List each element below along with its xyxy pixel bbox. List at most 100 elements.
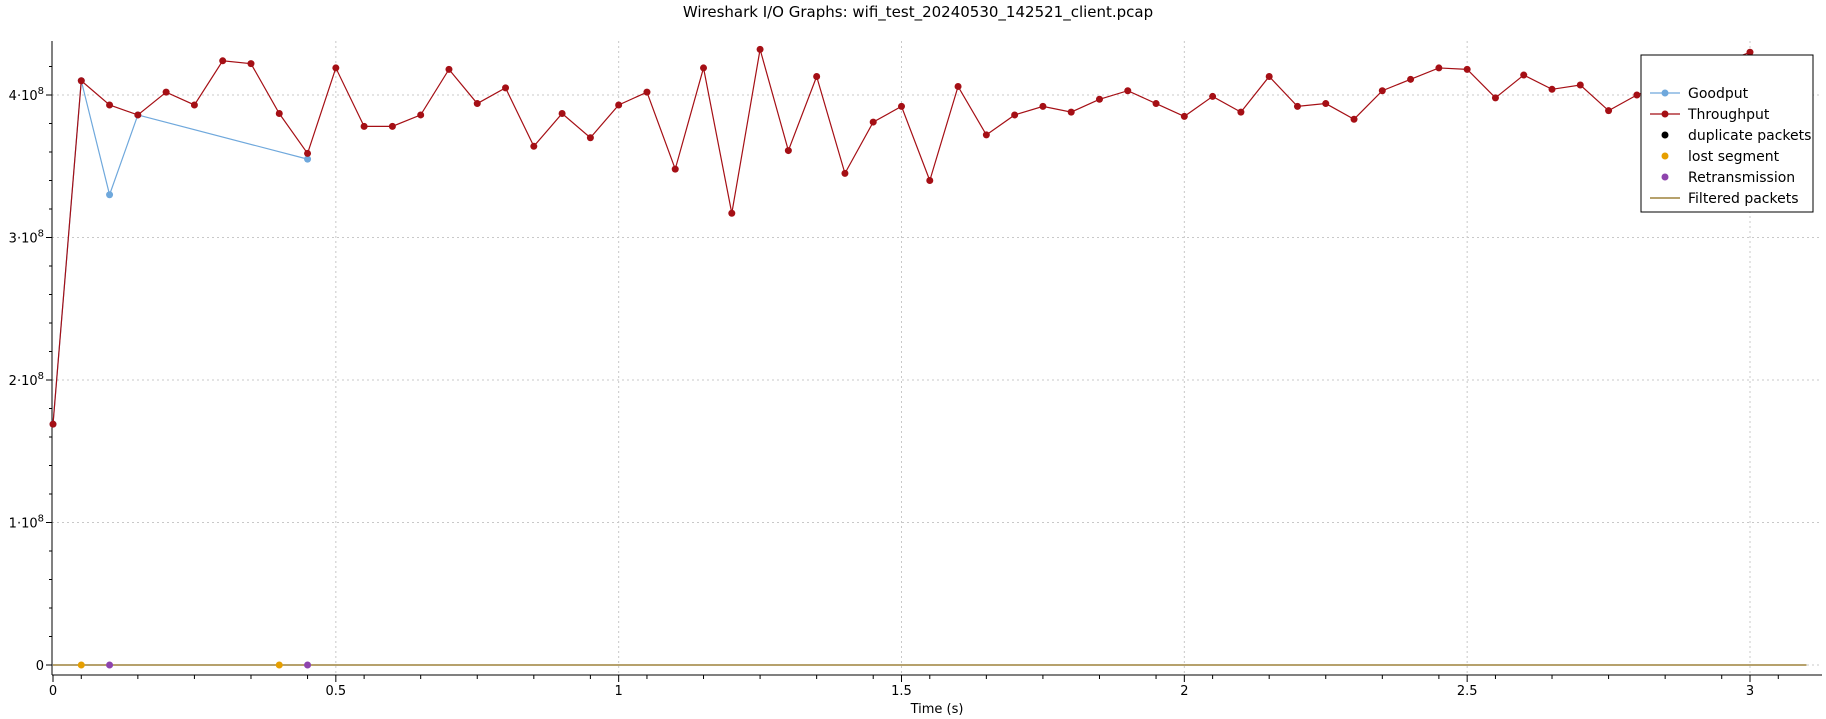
x-tick-label: 0 (49, 684, 57, 699)
x-axis-label: Time (s) (910, 702, 964, 717)
y-tick-label: 0 (36, 659, 44, 674)
throughput-point (388, 122, 396, 130)
throughput-point (502, 84, 510, 92)
lost-segment-point (275, 661, 283, 669)
throughput-point (332, 64, 340, 72)
legend: Goodput Throughput duplicate packets lost s… (1640, 54, 1814, 213)
throughput-point (1124, 87, 1132, 95)
throughput-point (954, 82, 962, 90)
throughput-point (473, 100, 481, 108)
legend-filtered-packets-label: Filtered packets (1688, 191, 1798, 207)
throughput-point (926, 177, 934, 184)
throughput-point (1067, 108, 1075, 116)
throughput-point (1265, 72, 1273, 80)
x-tick-label: 1.5 (891, 684, 912, 699)
throughput-point (841, 169, 849, 177)
throughput-point (360, 122, 368, 130)
x-tick-label: 0.5 (325, 684, 346, 699)
throughput-point (1237, 108, 1245, 116)
y-tick-exponent: 8 (38, 371, 44, 382)
y-tick-base: 2·10 (9, 374, 38, 389)
throughput-point (1180, 112, 1188, 120)
throughput-point (530, 142, 538, 150)
throughput-point (1605, 107, 1613, 115)
throughput-point (1407, 75, 1415, 83)
legend-box (1640, 54, 1814, 213)
throughput-point (813, 72, 821, 80)
throughput-point (728, 209, 736, 217)
legend-throughput-marker (1661, 110, 1669, 118)
y-tick-base: 0 (36, 659, 44, 674)
throughput-point (417, 111, 425, 119)
throughput-point (615, 101, 623, 109)
throughput-point (162, 88, 170, 96)
goodput-line (52, 80, 308, 425)
x-tick-label: 3 (1746, 684, 1754, 699)
y-tick-label: 2·108 (9, 371, 44, 389)
throughput-point (190, 101, 198, 109)
throughput-point (558, 110, 566, 118)
throughput-point (49, 420, 57, 428)
goodput-point (304, 155, 312, 163)
x-tick-label: 1 (615, 684, 623, 699)
tick-labels: 0 0.5 1 1.5 2 2.5 301·108 2·108 3·108 4·108 (9, 66, 1779, 699)
throughput-point (1463, 65, 1471, 73)
throughput-point (134, 111, 142, 119)
throughput-point (1633, 91, 1641, 99)
throughput-point (1435, 64, 1443, 72)
throughput-point (1011, 111, 1019, 119)
throughput-point (869, 118, 877, 126)
y-tick-label: 4·108 (9, 86, 44, 104)
throughput-point (106, 101, 114, 109)
throughput-point (1039, 102, 1047, 110)
throughput-point (1746, 48, 1754, 56)
throughput-point (700, 64, 708, 72)
retransmission-point (304, 661, 312, 669)
y-tick-exponent: 8 (38, 86, 44, 97)
y-tick-base: 1·10 (9, 517, 38, 532)
throughput-point (1322, 100, 1330, 108)
legend-goodput-marker (1661, 89, 1669, 97)
y-tick-exponent: 8 (38, 229, 44, 240)
throughput-point (1152, 100, 1160, 108)
throughput-point (643, 88, 651, 96)
throughput-point (219, 57, 227, 65)
throughput-point (1576, 81, 1584, 89)
lost-segment-point (77, 661, 85, 669)
throughput-point (1350, 115, 1358, 123)
throughput-point (586, 134, 594, 142)
throughput-point (982, 131, 990, 139)
throughput-point (77, 77, 85, 85)
throughput-point (784, 147, 792, 155)
throughput-point (1491, 94, 1499, 102)
throughput-point (671, 165, 679, 173)
legend-duplicate-packets-marker (1661, 131, 1669, 139)
x-tick-label: 2.5 (1457, 684, 1478, 699)
throughput-point (756, 45, 764, 53)
legend-duplicate-packets-label: duplicate packets (1688, 128, 1811, 144)
throughput-point (275, 110, 283, 118)
throughput-point (445, 65, 453, 73)
y-tick-exponent: 8 (38, 514, 44, 525)
grid (52, 41, 1822, 675)
x-tick-label: 2 (1180, 684, 1188, 699)
throughput-point (247, 60, 255, 68)
y-tick-base: 3·10 (9, 232, 38, 247)
throughput-point (1095, 95, 1103, 103)
legend-goodput-label: Goodput (1688, 86, 1749, 102)
legend-retransmission-label: Retransmission (1688, 170, 1795, 186)
retransmission-point (106, 661, 114, 669)
y-tick-base: 4·10 (9, 89, 38, 104)
legend-lost-segment-label: lost segment (1688, 149, 1780, 165)
axes (51, 41, 1822, 676)
throughput-point (1548, 85, 1556, 93)
throughput-point (1209, 92, 1217, 100)
throughput-point (898, 102, 905, 110)
throughput-point (304, 149, 312, 157)
throughput-point (1293, 102, 1301, 110)
y-tick-label: 3·108 (9, 229, 44, 247)
series (49, 45, 1807, 669)
y-tick-label: 1·108 (9, 514, 44, 532)
legend-throughput-label: Throughput (1687, 107, 1770, 123)
